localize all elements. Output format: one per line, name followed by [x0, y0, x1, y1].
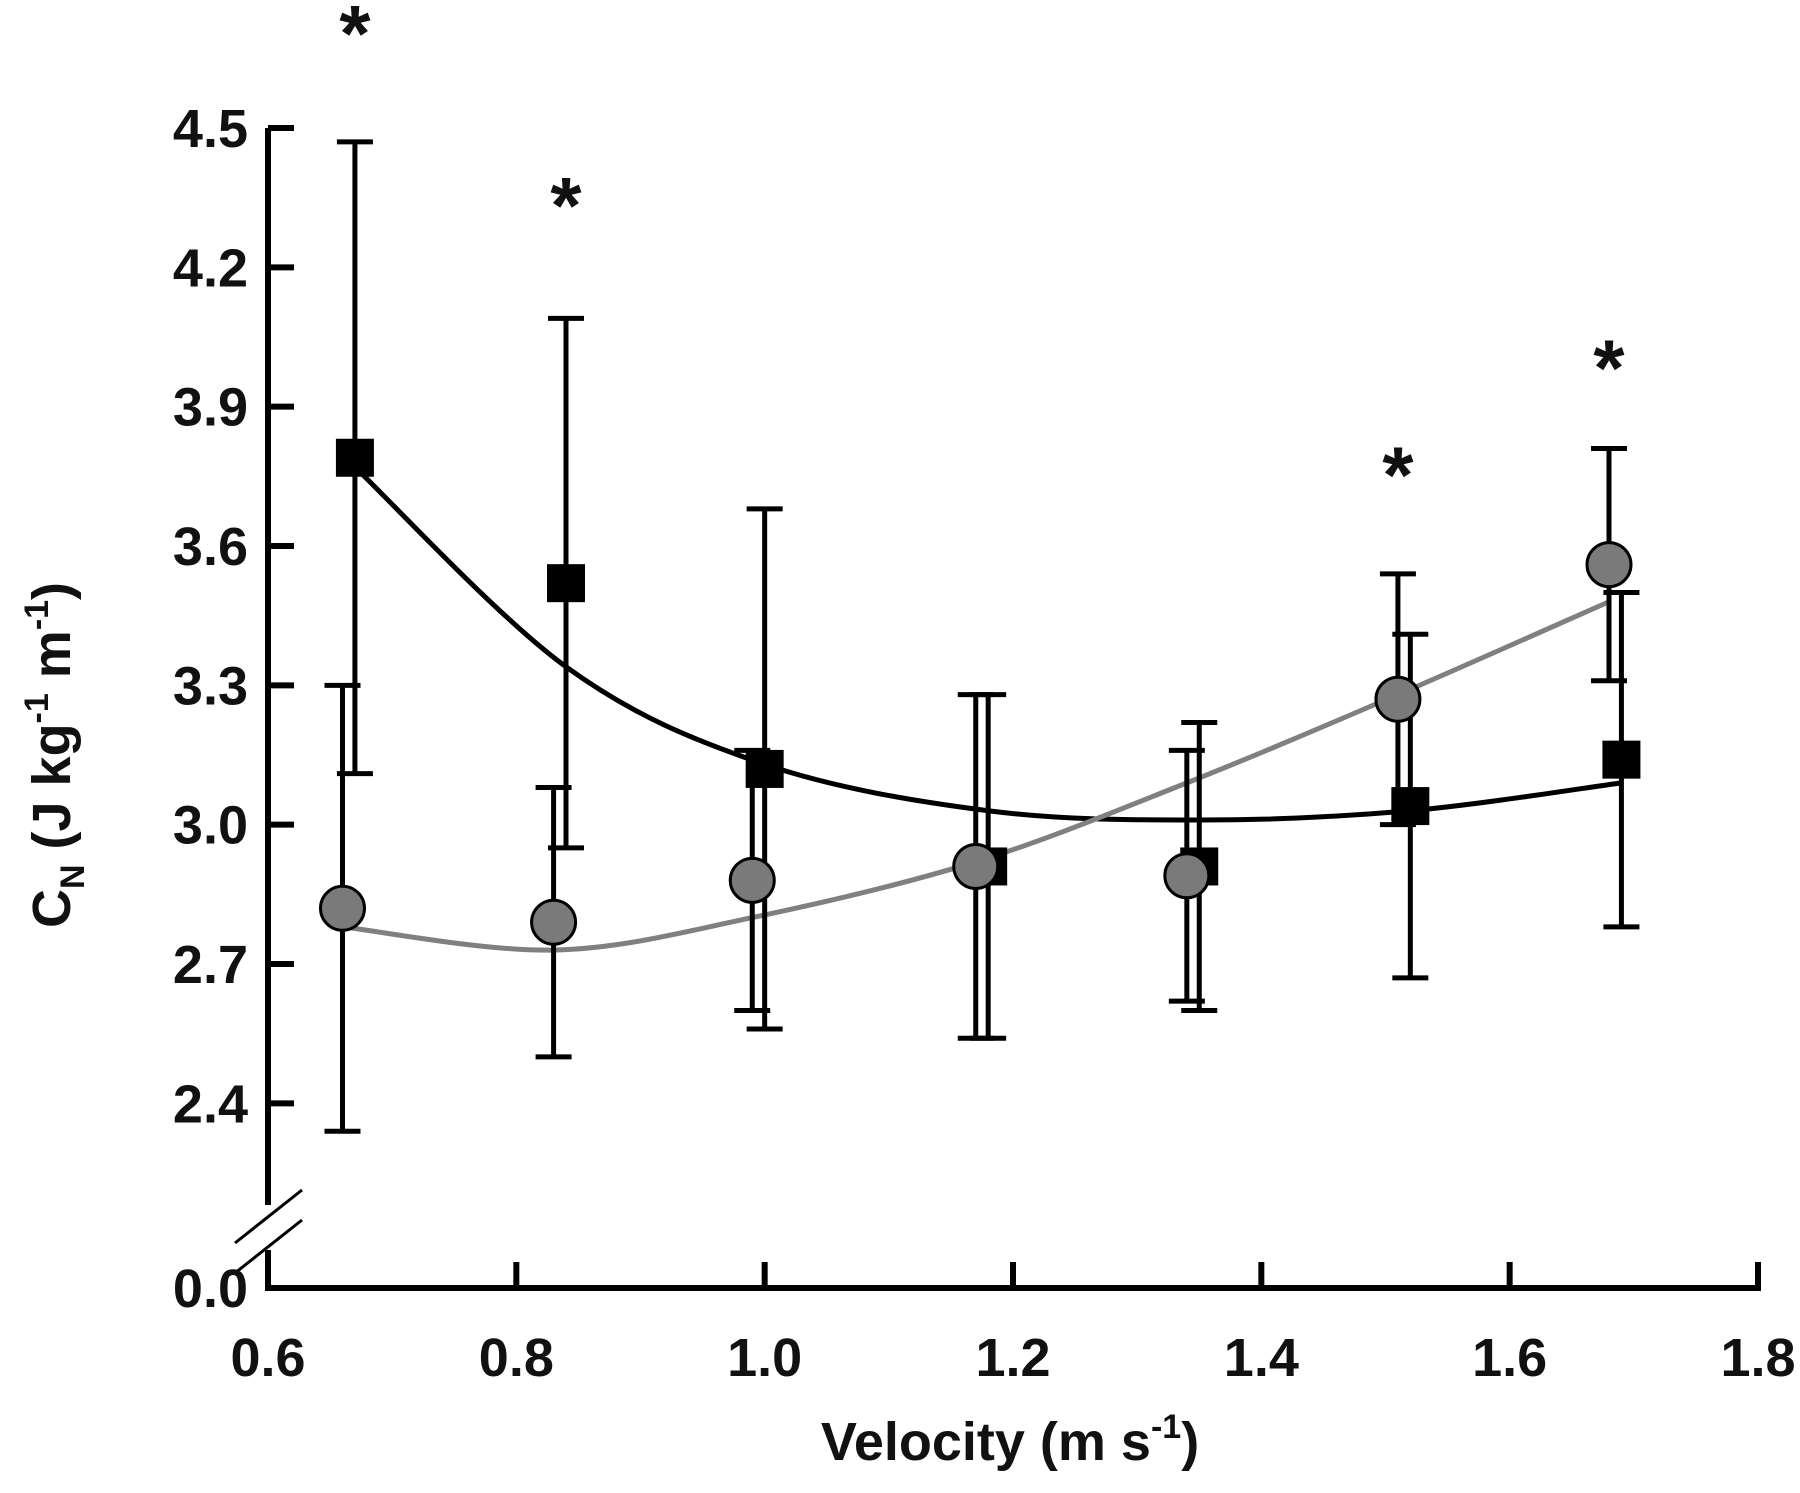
axis-break-mark	[234, 1188, 303, 1245]
circle-marker	[319, 884, 366, 932]
y-tick-label: 3.9	[173, 378, 248, 438]
square-marker	[1602, 740, 1641, 779]
x-tick-label: 1.6	[1472, 1328, 1547, 1388]
x-tick-label: 1.2	[975, 1328, 1050, 1388]
circle-marker	[1163, 852, 1211, 900]
significance-star: *	[1593, 324, 1625, 413]
circle-marker	[952, 842, 1000, 890]
y-tick-label: 4.5	[173, 99, 248, 159]
x-axis-title: Velocity (m s-1)	[821, 1408, 1199, 1472]
axis-break-mark	[234, 1218, 303, 1275]
significance-star: *	[550, 161, 582, 250]
significance-star: *	[1382, 430, 1414, 519]
y-tick-label: 2.7	[173, 935, 248, 995]
circle-marker	[1374, 675, 1422, 723]
data-markers	[319, 438, 1641, 946]
y-tick-label: 2.4	[173, 1074, 248, 1134]
x-tick-label: 0.6	[230, 1328, 305, 1388]
x-tick-label: 0.8	[479, 1328, 554, 1388]
annotations: * * * *	[339, 0, 1625, 519]
y-tick-label: 3.3	[173, 656, 248, 716]
square-marker	[1391, 787, 1430, 826]
x-tick-label: 1.8	[1720, 1328, 1795, 1388]
square-marker	[335, 438, 374, 477]
x-tick-label: 1.0	[727, 1328, 802, 1388]
y-tick-label: 3.6	[173, 517, 248, 577]
circle-marker	[728, 856, 776, 904]
axes: 0.6 0.8 1.0 1.2 1.4 1.6 1.8 4.5 4.2 3.9 3.6 3.3 3.0 2…	[173, 99, 1796, 1388]
significance-star: *	[339, 0, 371, 78]
y-tick-label-zero: 0.0	[173, 1259, 248, 1319]
square-marker	[745, 749, 784, 788]
x-tick-label: 1.4	[1224, 1328, 1299, 1388]
circle-marker	[1585, 541, 1633, 589]
square-marker	[547, 564, 585, 603]
y-tick-label: 4.2	[173, 238, 248, 298]
y-axis-title: CN (J kg-1 m-1)	[18, 582, 92, 928]
error-bars	[324, 139, 1640, 1134]
y-tick-label: 3.0	[173, 796, 248, 856]
circle-marker	[530, 898, 578, 946]
